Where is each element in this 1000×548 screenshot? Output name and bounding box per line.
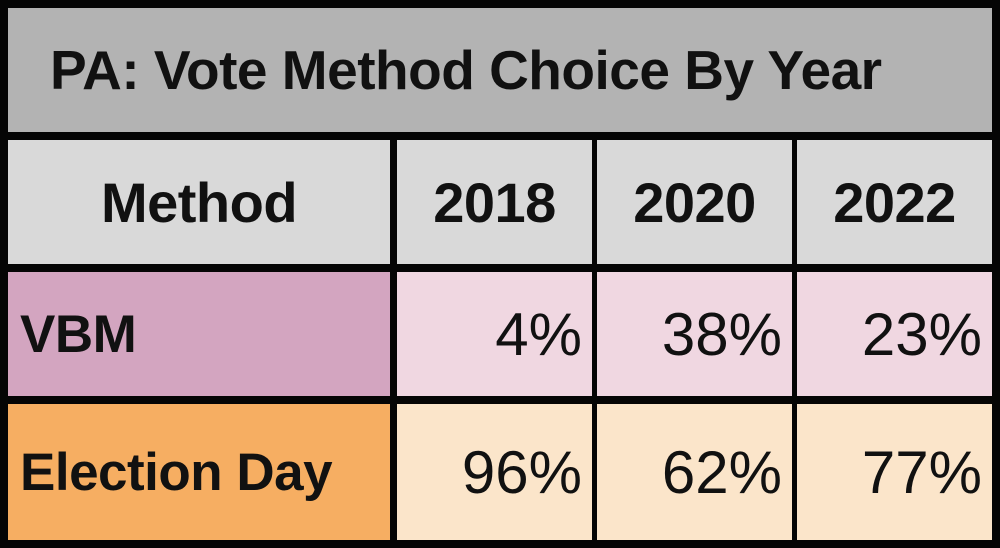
table-row-vbm: VBM 4% 38% 23% — [8, 272, 992, 396]
column-header-2022: 2022 — [792, 140, 992, 264]
cell-election-day-2018: 96% — [390, 404, 592, 540]
cell-election-day-2020: 62% — [592, 404, 792, 540]
cell-vbm-2022: 23% — [792, 272, 992, 396]
cell-vbm-2018: 4% — [390, 272, 592, 396]
cell-vbm-2020: 38% — [592, 272, 792, 396]
row-label-vbm: VBM — [8, 272, 390, 396]
header-row: Method 2018 2020 2022 — [8, 140, 992, 264]
row-label-election-day: Election Day — [8, 404, 390, 540]
column-header-2020: 2020 — [592, 140, 792, 264]
table-title: PA: Vote Method Choice By Year — [8, 8, 992, 132]
table-row-election-day: Election Day 96% 62% 77% — [8, 404, 992, 540]
title-row: PA: Vote Method Choice By Year — [8, 8, 992, 132]
cell-election-day-2022: 77% — [792, 404, 992, 540]
column-header-method: Method — [8, 140, 390, 264]
column-header-2018: 2018 — [390, 140, 592, 264]
